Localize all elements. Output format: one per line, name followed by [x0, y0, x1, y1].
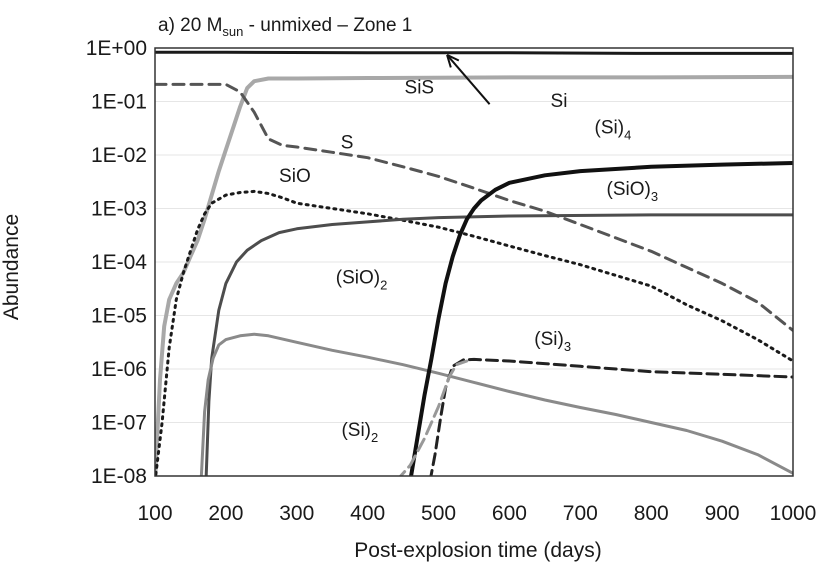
series-line-si4	[409, 161, 793, 476]
y-tick-label: 1E-01	[91, 91, 147, 114]
series-line-s	[155, 82, 793, 332]
series-line-si2	[398, 359, 469, 476]
y-tick-label: 1E-02	[91, 144, 147, 167]
series-annotation: (Si)3	[534, 329, 571, 354]
x-tick-label: 600	[492, 502, 527, 525]
series-line-si3	[429, 357, 793, 476]
y-tick-label: 1E-04	[91, 251, 147, 274]
x-tick-label: 700	[563, 502, 598, 525]
x-tick-label: 200	[208, 502, 243, 525]
y-tick-label: 1E-07	[91, 412, 147, 435]
x-tick-label: 500	[421, 502, 456, 525]
x-tick-label: 900	[705, 502, 740, 525]
series-line-sio3	[204, 213, 793, 476]
x-tick-label: 400	[350, 502, 385, 525]
x-tick-label: 800	[634, 502, 669, 525]
series-line-sio2	[199, 332, 793, 476]
series-annotation: (Si)4	[595, 118, 632, 143]
series-annotation: SiO	[279, 166, 311, 187]
series-line-sio	[155, 189, 793, 476]
plot-area-frame	[154, 47, 794, 477]
x-axis-title: Post-explosion time (days)	[354, 539, 601, 562]
y-tick-label: 1E-05	[91, 305, 147, 328]
series-line-sis	[155, 74, 793, 476]
series-annotation: S	[341, 133, 354, 154]
y-tick-label: 1E-08	[91, 465, 147, 488]
series-line-si	[155, 50, 793, 55]
y-axis-title: Abundance	[0, 214, 23, 320]
series-annotation: (Si)2	[341, 420, 378, 445]
si-arrow-head	[446, 54, 460, 68]
y-tick-label: 1E-06	[91, 358, 147, 381]
y-tick-label: 1E+00	[86, 37, 147, 60]
series-annotation: Si	[551, 91, 568, 112]
series-annotation: SiS	[405, 77, 435, 98]
chart-title: a) 20 Msun - unmixed – Zone 1	[158, 15, 412, 39]
si-arrow-shaft	[446, 54, 491, 105]
x-tick-label: 100	[137, 502, 172, 525]
series-annotation: (SiO)2	[336, 267, 388, 292]
y-tick-label: 1E-03	[91, 198, 147, 221]
series-annotation: (SiO)3	[607, 179, 659, 204]
x-tick-label: 1000	[770, 502, 817, 525]
x-tick-label: 300	[279, 502, 314, 525]
